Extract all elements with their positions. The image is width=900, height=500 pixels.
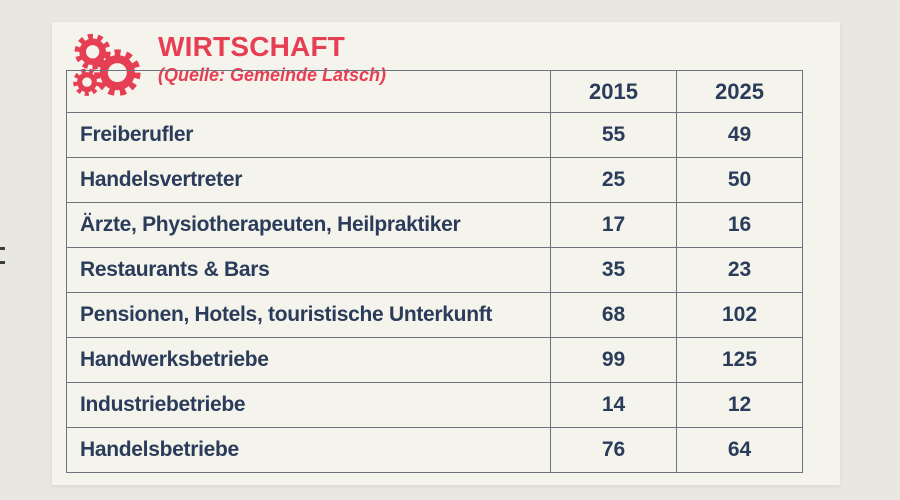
value-2025: 49 <box>676 112 803 158</box>
value-2015: 17 <box>550 202 677 248</box>
value-2015: 25 <box>550 157 677 203</box>
row-label: Industriebetriebe <box>66 382 551 428</box>
row-label: Restaurants & Bars <box>66 247 551 293</box>
row-label: Ärzte, Physiotherapeuten, Heilpraktiker <box>66 202 551 248</box>
table-row: Pensionen, Hotels, touristische Unterkun… <box>66 292 803 338</box>
table-row: Handelsbetriebe 76 64 <box>66 427 803 473</box>
left-edge-crop-fragment <box>0 247 5 250</box>
row-label: Freiberufler <box>66 112 551 158</box>
value-2015: 35 <box>550 247 677 293</box>
value-2015: 14 <box>550 382 677 428</box>
table-row: Industriebetriebe 14 12 <box>66 382 803 428</box>
row-label: Handelsbetriebe <box>66 427 551 473</box>
header-spacer <box>66 70 551 113</box>
header-row: 2015 2025 <box>66 70 803 113</box>
value-2015: 76 <box>550 427 677 473</box>
wirtschaft-table: 2015 2025 Freiberufler 55 49 Handelsvert… <box>66 70 803 473</box>
value-2025: 16 <box>676 202 803 248</box>
column-header-2015: 2015 <box>550 70 677 113</box>
table-row: Handelsvertreter 25 50 <box>66 157 803 203</box>
value-2015: 68 <box>550 292 677 338</box>
table-row: Freiberufler 55 49 <box>66 112 803 158</box>
value-2025: 50 <box>676 157 803 203</box>
row-label: Handelsvertreter <box>66 157 551 203</box>
value-2015: 55 <box>550 112 677 158</box>
value-2025: 12 <box>676 382 803 428</box>
value-2025: 102 <box>676 292 803 338</box>
table-row: Ärzte, Physiotherapeuten, Heilpraktiker … <box>66 202 803 248</box>
column-header-2025: 2025 <box>676 70 803 113</box>
table-row: Restaurants & Bars 35 23 <box>66 247 803 293</box>
value-2025: 23 <box>676 247 803 293</box>
value-2025: 64 <box>676 427 803 473</box>
wirtschaft-card: WIRTSCHAFT (Quelle: Gemeinde Latsch) 201… <box>52 22 840 485</box>
table-row: Handwerksbetriebe 99 125 <box>66 337 803 383</box>
table-header: 2015 2025 <box>66 70 803 113</box>
row-label: Pensionen, Hotels, touristische Unterkun… <box>66 292 551 338</box>
left-edge-crop-fragment <box>0 261 5 264</box>
table-body: Freiberufler 55 49 Handelsvertreter 25 5… <box>66 112 803 473</box>
value-2015: 99 <box>550 337 677 383</box>
page-title: WIRTSCHAFT <box>158 31 346 62</box>
row-label: Handwerksbetriebe <box>66 337 551 383</box>
value-2025: 125 <box>676 337 803 383</box>
